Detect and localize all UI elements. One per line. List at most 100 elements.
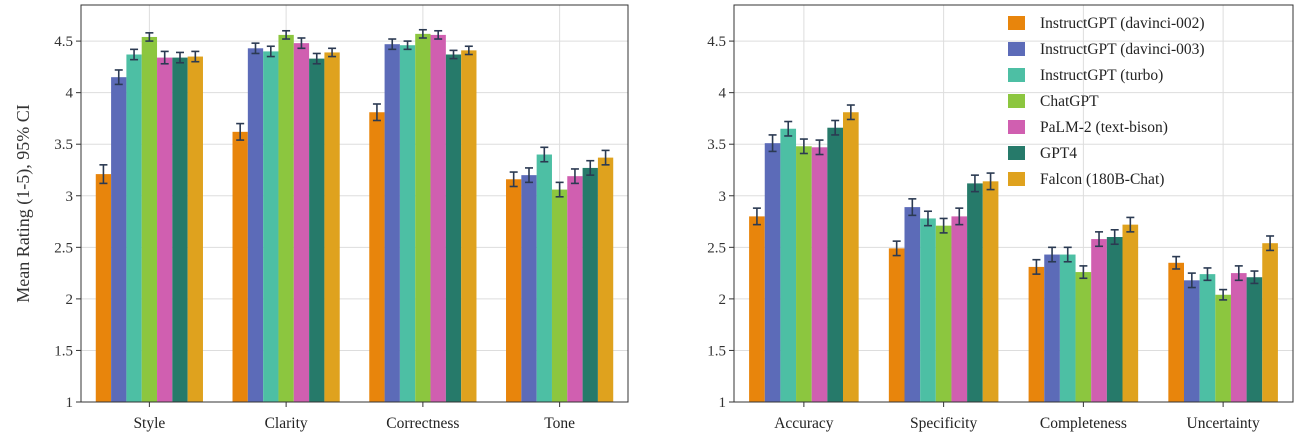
error-bar-falcon-180b-chat-accuracy [846,104,855,121]
error-bar-palm-2-text-bison-tone [570,168,579,185]
bar-instructgpt-davinci-003-clarity [247,48,264,403]
error-bar-instructgpt-davinci-002-style [99,164,108,185]
error-bar-palm-2-text-bison-correctness [434,29,443,40]
y-tick-label: 3.5 [54,137,73,153]
error-bar-falcon-180b-chat-clarity [328,47,337,58]
y-tick-label: 3 [719,189,727,205]
y-tick-label: 1 [66,395,74,411]
error-bar-instructgpt-turbo-correctness [403,40,412,51]
y-tick-label: 2.5 [54,240,73,256]
error-bar-gpt4-completeness [1110,228,1119,246]
bar-instructgpt-turbo-completeness [1059,254,1076,402]
error-bar-chatgpt-correctness [418,28,427,39]
chart-panel-right: 1 1.5 2 2.5 3 3.5 4 4.5 Accuracy Specificity Compl… [707,4,1294,432]
bar-palm-2-text-bison-completeness [1091,239,1107,402]
error-bar-instructgpt-davinci-003-specificity [908,198,917,217]
x-tick-label-style: Style [133,415,165,432]
error-bar-instructgpt-davinci-003-uncertainty [1187,272,1196,289]
legend-item-gpt4: GPT4 [1008,145,1077,162]
bar-instructgpt-davinci-002-accuracy [749,216,765,402]
bar-instructgpt-davinci-002-completeness [1028,266,1045,402]
y-tick-label: 2 [719,292,727,308]
bar-gpt4-uncertainty [1246,277,1263,402]
error-bar-chatgpt-completeness [1079,265,1088,280]
bar-instructgpt-turbo-tone [536,154,552,402]
bar-falcon-180b-chat-accuracy [843,112,859,402]
error-bar-chatgpt-style [145,32,154,42]
error-bar-instructgpt-turbo-accuracy [784,120,793,137]
error-bar-instructgpt-davinci-002-tone [509,171,518,188]
bar-instructgpt-davinci-003-accuracy [764,143,781,402]
bar-gpt4-style [172,57,188,403]
error-bar-instructgpt-turbo-completeness [1063,246,1072,263]
error-bar-instructgpt-davinci-002-completeness [1032,258,1041,275]
error-bar-instructgpt-turbo-clarity [266,45,275,58]
legend-label: InstructGPT (davinci-003) [1040,41,1205,58]
x-tick-label-uncertainty: Uncertainty [1187,415,1260,432]
x-tick-label-clarity: Clarity [265,415,308,432]
chart-panel-left: 1 1.5 2 2.5 3 3.5 4 4.5 Style Clarity Correctness T… [13,4,629,432]
error-bar-falcon-180b-chat-tone [601,149,610,166]
bar-palm-2-text-bison-specificity [951,216,968,402]
error-bar-gpt4-style [176,51,185,64]
bar-instructgpt-turbo-clarity [263,51,279,403]
x-tick-label-correctness: Correctness [386,415,459,432]
error-bar-instructgpt-davinci-003-clarity [251,42,260,55]
error-bar-chatgpt-tone [555,181,564,198]
plot-frame [80,4,629,403]
error-bar-falcon-180b-chat-style [191,50,200,63]
error-bar-gpt4-clarity [312,52,321,65]
bar-palm-2-text-bison-tone [567,176,583,402]
bar-palm-2-text-bison-correctness [430,34,446,402]
bar-gpt4-clarity [309,58,325,402]
y-tick-label: 4.5 [54,34,73,50]
legend-label: Falcon (180B-Chat) [1040,171,1164,188]
y-tick-label: 1.5 [707,343,726,359]
error-bar-instructgpt-davinci-003-correctness [388,38,397,51]
legend-swatch [1008,146,1025,160]
bar-instructgpt-davinci-002-tone [506,179,522,402]
error-bar-falcon-180b-chat-correctness [464,45,473,56]
bar-falcon-180b-chat-tone [597,157,614,402]
bar-chatgpt-tone [551,189,568,402]
bar-instructgpt-turbo-specificity [920,218,936,402]
error-bar-instructgpt-davinci-002-clarity [236,122,245,141]
bar-instructgpt-turbo-accuracy [780,128,797,402]
legend-item-palm-2-text-bison: PaLM-2 (text-bison) [1008,119,1168,136]
bar-chatgpt-correctness [415,33,431,402]
bar-palm-2-text-bison-style [157,57,173,403]
legend-label: PaLM-2 (text-bison) [1040,119,1168,136]
error-bar-instructgpt-turbo-tone [540,146,549,163]
bar-chatgpt-specificity [935,225,952,402]
bar-instructgpt-turbo-uncertainty [1199,274,1216,402]
bar-chatgpt-accuracy [796,146,812,402]
y-tick-label: 1 [719,395,727,411]
error-bar-gpt4-tone [586,159,595,176]
bar-palm-2-text-bison-clarity [293,43,310,402]
error-bar-palm-2-text-bison-completeness [1095,231,1104,248]
legend-item-instructgpt-turbo: InstructGPT (turbo) [1008,67,1163,84]
error-bar-gpt4-uncertainty [1250,270,1259,285]
x-tick-label-specificity: Specificity [910,415,977,432]
bar-falcon-180b-chat-completeness [1122,224,1139,402]
bar-falcon-180b-chat-style [187,56,203,402]
bar-gpt4-specificity [967,183,983,402]
y-tick-label: 1.5 [54,343,73,359]
legend: InstructGPT (davinci-002) InstructGPT (da… [1008,15,1205,188]
bar-falcon-180b-chat-clarity [324,52,340,402]
bar-instructgpt-davinci-003-completeness [1044,254,1060,402]
y-axis-label: Mean Rating (1-5), 95% CI [13,104,34,302]
error-bar-instructgpt-davinci-003-accuracy [768,134,777,153]
error-bar-falcon-180b-chat-uncertainty [1266,235,1275,252]
bar-chatgpt-completeness [1075,272,1092,402]
bar-gpt4-tone [582,167,598,402]
legend-swatch [1008,172,1025,186]
error-bar-palm-2-text-bison-style [160,50,169,65]
bar-instructgpt-davinci-002-style [95,174,112,402]
bar-instructgpt-davinci-003-specificity [904,207,921,402]
bar-palm-2-text-bison-uncertainty [1230,273,1247,402]
error-bar-instructgpt-davinci-003-completeness [1048,246,1057,263]
bar-instructgpt-davinci-002-specificity [888,248,905,402]
legend-label: InstructGPT (turbo) [1040,67,1163,84]
legend-swatch [1008,16,1025,30]
